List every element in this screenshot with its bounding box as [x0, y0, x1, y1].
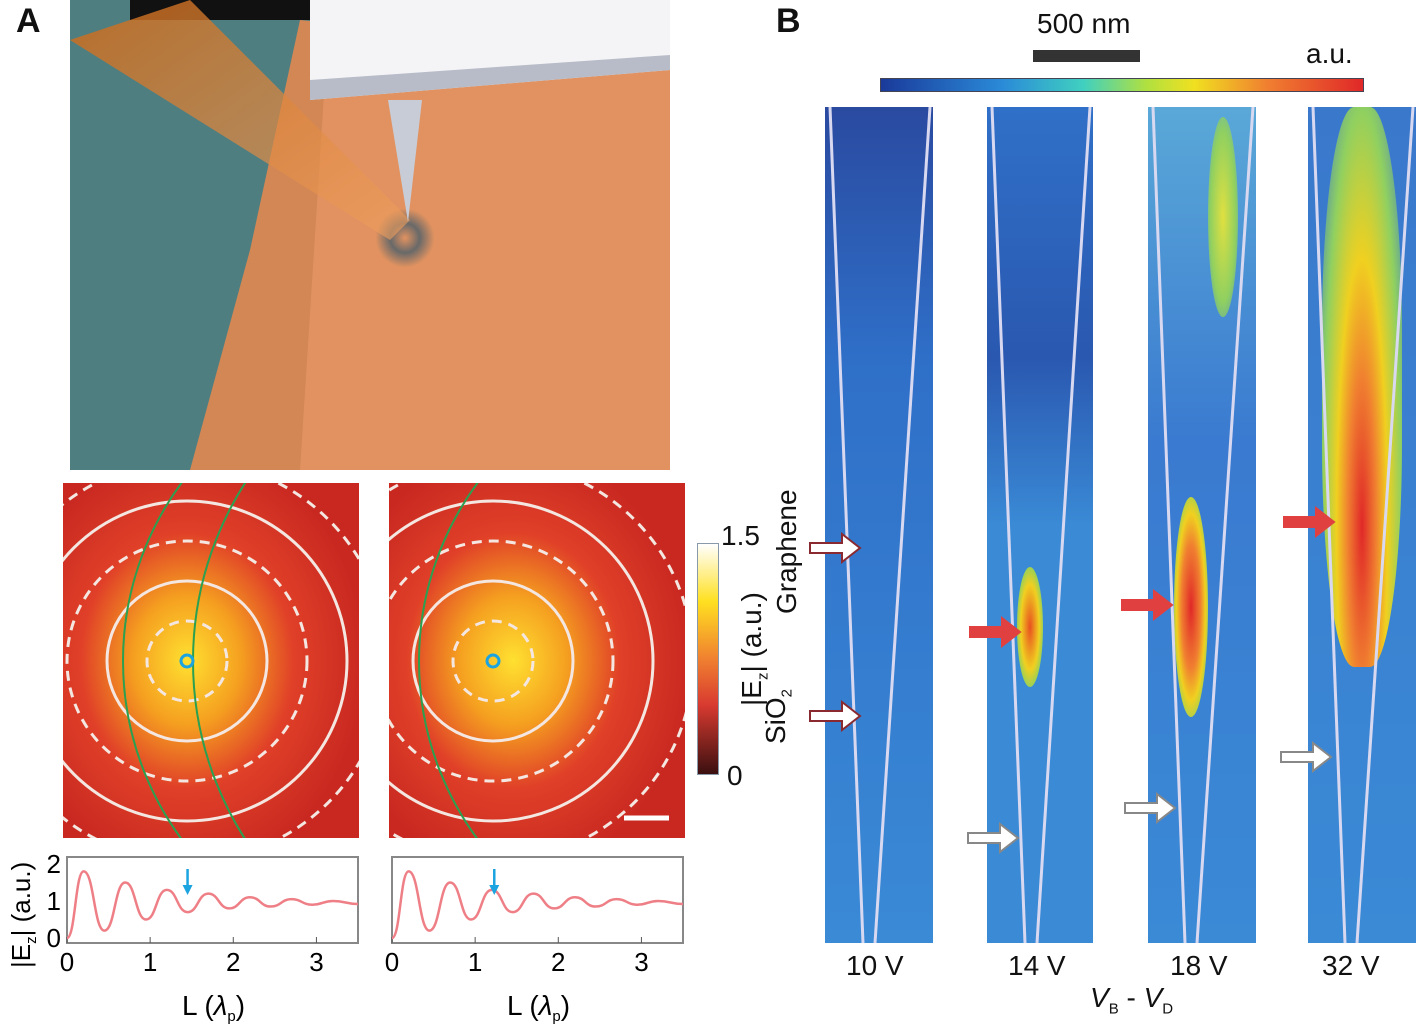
- x-axis-label: L (λp): [182, 990, 245, 1025]
- x-tick-label: 1: [468, 947, 482, 977]
- graphene-edge-arrow: [809, 531, 862, 565]
- x-tick-label: 2: [226, 947, 240, 977]
- scalebar: [1033, 50, 1140, 62]
- red-arrow: [1283, 505, 1336, 539]
- x-axis-label: L (λp): [507, 990, 570, 1025]
- laser-beam: [70, 0, 410, 240]
- colorbar-min: 0: [727, 760, 743, 791]
- strip-label-14v: 14 V: [1008, 950, 1066, 981]
- y-axis-label: |Ez| (a.u.): [6, 862, 40, 968]
- white-arrow: [967, 821, 1020, 855]
- red-arrow: [969, 615, 1022, 649]
- white-arrow: [1280, 740, 1333, 774]
- strip-label-32v: 32 V: [1322, 950, 1380, 981]
- colorbar-max: 1.5: [721, 520, 760, 551]
- source-marker: [179, 653, 195, 669]
- strip-label-18v: 18 V: [1170, 950, 1228, 981]
- field-profile-line: [65, 870, 359, 940]
- field-map-right: [389, 483, 685, 838]
- sio2-edge-arrow: [809, 699, 862, 733]
- afm-tip: [388, 100, 422, 222]
- image-strip-10v: [825, 107, 933, 943]
- intensity-colorbar: [880, 78, 1364, 92]
- field-map-left: [63, 483, 359, 838]
- image-strip-18v: [1148, 107, 1256, 943]
- marker-arrowhead: [182, 885, 193, 895]
- scalebar-label: 500 nm: [1037, 8, 1131, 39]
- white-arrow: [1124, 791, 1177, 825]
- x-tick-label: 3: [309, 947, 323, 977]
- image-strip-14v: [987, 107, 1093, 943]
- red-arrow: [1121, 588, 1174, 622]
- panel-label-b: B: [776, 2, 801, 40]
- tip-outline-lines: [828, 107, 1415, 943]
- marker-arrowhead: [489, 885, 500, 895]
- x-tick-label: 0: [385, 947, 399, 977]
- y-tick-label: 1: [47, 886, 61, 916]
- y-tick-label: 2: [47, 849, 61, 879]
- field-colorbar: [697, 543, 719, 775]
- y-tick-label: 0: [47, 923, 61, 953]
- x-tick-label: 2: [551, 947, 565, 977]
- colorbar-unit: a.u.: [1306, 38, 1353, 69]
- x-tick-label: 3: [634, 947, 648, 977]
- panel-label-a: A: [16, 2, 41, 40]
- strip-label-10v: 10 V: [846, 950, 904, 981]
- graphene-tip-illustration: [70, 0, 670, 470]
- field-profile-line: [390, 870, 684, 940]
- x-tick-label: 1: [143, 947, 157, 977]
- x-tick-label: 0: [60, 947, 74, 977]
- voltage-axis-label: VB - VD: [1090, 982, 1174, 1018]
